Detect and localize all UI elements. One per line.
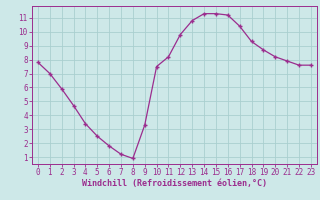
X-axis label: Windchill (Refroidissement éolien,°C): Windchill (Refroidissement éolien,°C) [82, 179, 267, 188]
